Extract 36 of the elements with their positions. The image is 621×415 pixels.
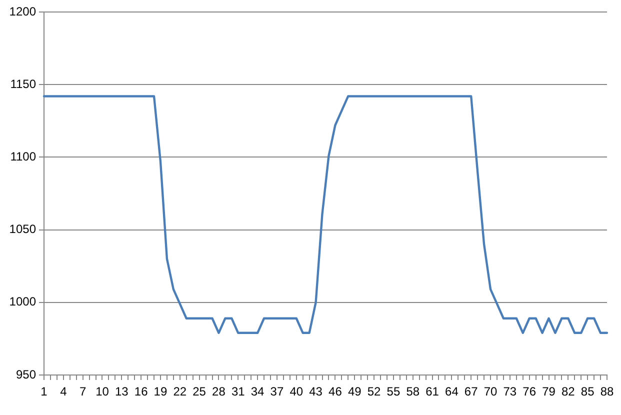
y-tick-label: 950 bbox=[16, 367, 36, 382]
y-tick-label: 1000 bbox=[9, 294, 36, 309]
x-tick-label: 16 bbox=[134, 384, 148, 399]
y-tick-label: 1150 bbox=[10, 76, 36, 91]
x-tick-label: 73 bbox=[503, 384, 517, 399]
x-tick-label: 76 bbox=[522, 384, 536, 399]
x-tick-label: 85 bbox=[580, 384, 595, 399]
y-tick-label: 1100 bbox=[10, 150, 36, 164]
x-tick-label: 37 bbox=[270, 384, 284, 399]
x-tick-label: 13 bbox=[114, 384, 129, 399]
x-tick-label: 49 bbox=[348, 384, 362, 399]
x-tick-label: 10 bbox=[96, 384, 110, 399]
x-tick-label: 40 bbox=[290, 384, 304, 399]
x-tick-label: 79 bbox=[542, 384, 556, 399]
y-tick-label: 1200 bbox=[9, 4, 36, 18]
x-tick-label: 43 bbox=[309, 384, 323, 399]
x-tick-label: 61 bbox=[426, 384, 440, 399]
x-tick-label: 25 bbox=[192, 384, 206, 399]
y-tick-label: 1050 bbox=[9, 222, 36, 236]
x-tick-label: 34 bbox=[250, 384, 265, 399]
x-tick-label: 7 bbox=[79, 384, 86, 399]
x-tick-label: 64 bbox=[445, 384, 459, 399]
x-tick-label: 55 bbox=[386, 384, 400, 399]
x-tick-label: 31 bbox=[231, 384, 246, 399]
x-tick-label: 4 bbox=[60, 384, 68, 399]
x-tick-label: 22 bbox=[173, 384, 187, 399]
x-tick-label: 1 bbox=[40, 384, 48, 399]
x-tick-label: 88 bbox=[600, 384, 614, 399]
x-tick-label: 58 bbox=[406, 384, 420, 399]
x-tick-label: 19 bbox=[154, 384, 168, 399]
x-tick-label: 28 bbox=[212, 384, 226, 399]
x-tick-label: 52 bbox=[367, 384, 382, 399]
x-tick-label: 82 bbox=[561, 384, 576, 399]
x-tick-label: 67 bbox=[464, 384, 478, 399]
x-tick-label: 46 bbox=[328, 384, 342, 399]
x-tick-label: 70 bbox=[484, 384, 498, 399]
